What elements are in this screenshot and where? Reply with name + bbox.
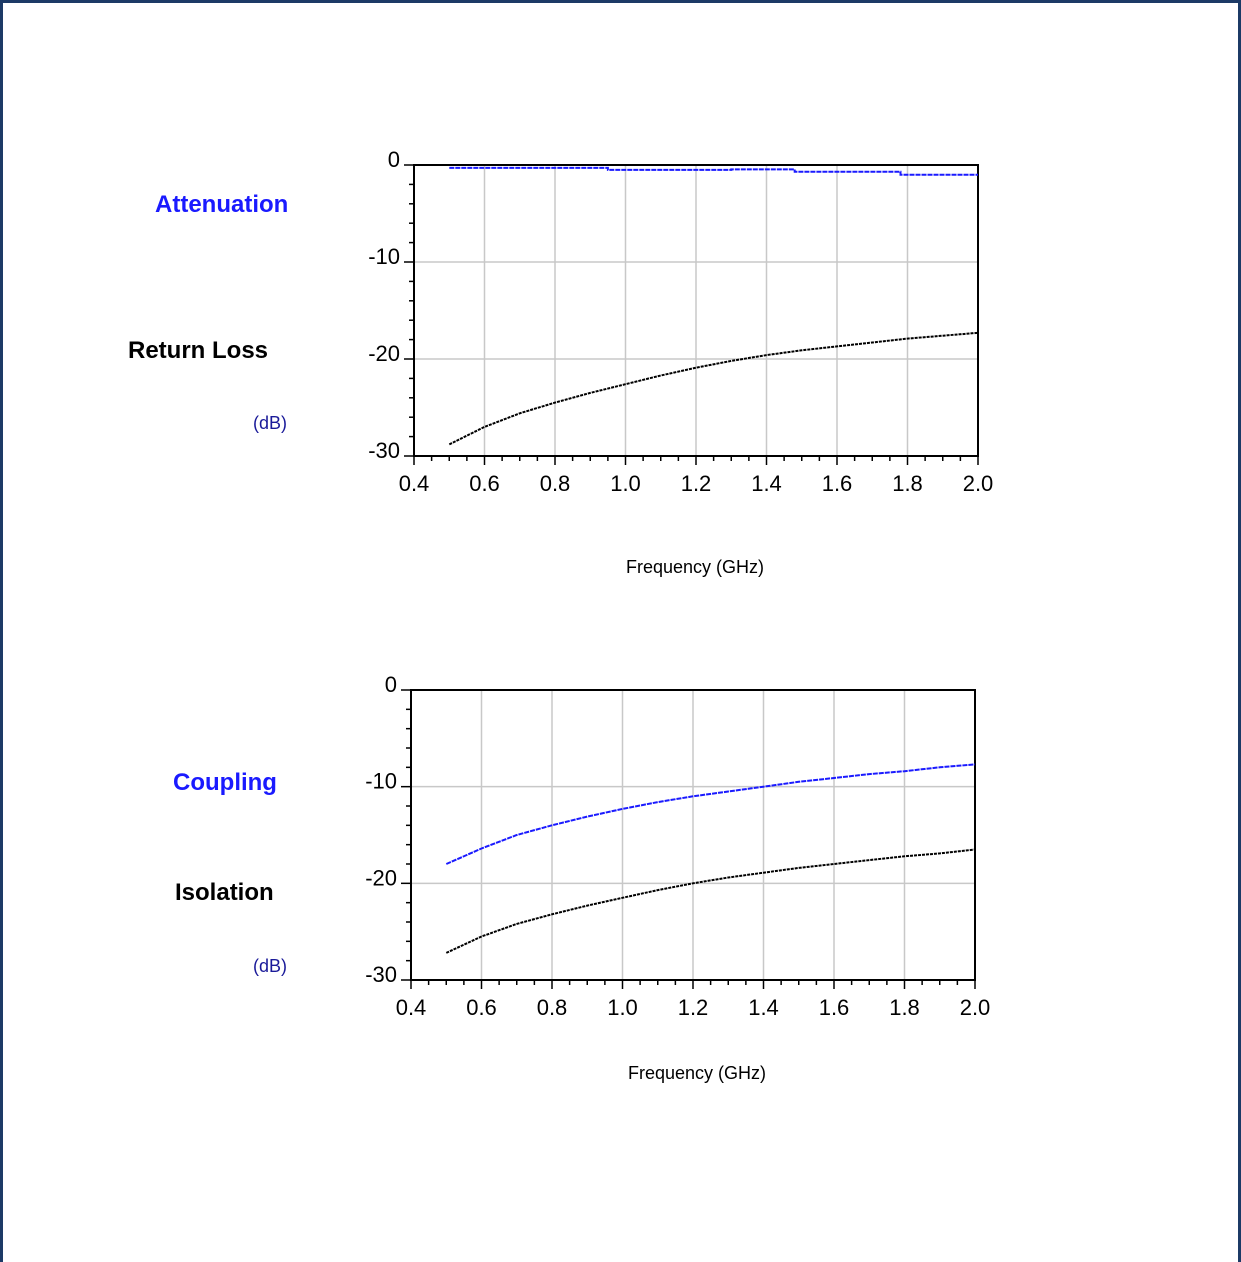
y-tick-label: 0 <box>385 672 397 697</box>
y-tick-label: -20 <box>368 341 400 366</box>
x-axis-label: Frequency (GHz) <box>626 557 765 577</box>
series-line-isolation <box>445 848 976 954</box>
series-label-attenuation: Attenuation <box>155 191 289 218</box>
x-tick-label: 0.4 <box>399 471 430 496</box>
x-tick-label: 0.8 <box>537 995 568 1020</box>
series-line-return-loss <box>448 331 979 446</box>
x-tick-label: 1.6 <box>822 471 853 496</box>
x-tick-label: 1.2 <box>678 995 709 1020</box>
x-tick-label: 0.6 <box>466 995 497 1020</box>
x-tick-label: 1.0 <box>610 471 641 496</box>
y-tick-label: -10 <box>368 244 400 269</box>
x-tick-label: 2.0 <box>960 995 991 1020</box>
x-tick-label: 1.8 <box>889 995 920 1020</box>
y-tick-label: -20 <box>365 865 397 890</box>
y-tick-label: -10 <box>365 769 397 794</box>
y-tick-label: 0 <box>388 147 400 172</box>
unit-label-db: (dB) <box>253 956 288 976</box>
series-label-isolation: Isolation <box>175 879 274 906</box>
series-label-coupling: Coupling <box>173 769 277 796</box>
x-tick-label: 1.2 <box>681 471 712 496</box>
series-line-coupling <box>445 763 976 865</box>
x-tick-label: 1.0 <box>607 995 638 1020</box>
series-line-attenuation <box>449 166 978 176</box>
x-tick-label: 1.6 <box>819 995 850 1020</box>
unit-label-db: (dB) <box>253 413 288 433</box>
x-tick-label: 1.4 <box>751 471 782 496</box>
x-tick-label: 2.0 <box>963 471 994 496</box>
series-label-return-loss: Return Loss <box>128 337 269 364</box>
x-tick-label: 0.8 <box>540 471 571 496</box>
x-tick-label: 1.8 <box>892 471 923 496</box>
y-tick-label: -30 <box>365 962 397 987</box>
x-tick-label: 0.4 <box>396 995 427 1020</box>
x-tick-label: 1.4 <box>748 995 779 1020</box>
x-tick-label: 0.6 <box>469 471 500 496</box>
y-tick-label: -30 <box>368 438 400 463</box>
x-axis-label: Frequency (GHz) <box>628 1063 767 1083</box>
